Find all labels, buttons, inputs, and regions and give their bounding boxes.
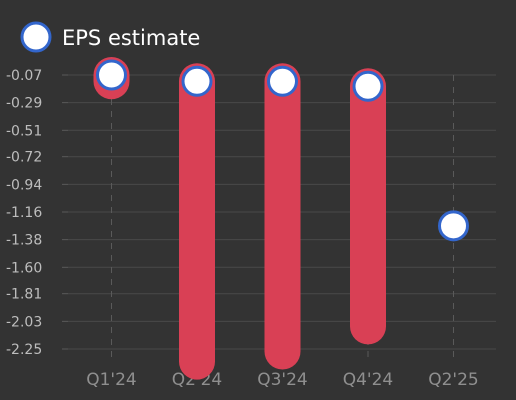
x-tick-label: Q4'24 <box>343 370 394 390</box>
eps-estimate-point[interactable] <box>438 210 469 242</box>
y-tick-label: -2.03 <box>6 314 42 330</box>
eps-estimate-point[interactable] <box>181 65 213 97</box>
y-tick-label: -1.38 <box>6 233 42 249</box>
x-tick-label: Q1'24 <box>86 370 137 390</box>
eps-estimate-point[interactable] <box>96 59 127 91</box>
legend[interactable]: EPS estimate <box>20 21 200 53</box>
eps-estimate-point[interactable] <box>352 70 384 102</box>
y-axis: -0.07 -0.29 -0.51 -0.72 -0.94 -1.16 -1.38 -1.60… <box>6 68 68 358</box>
y-tick-label: -0.94 <box>6 177 42 193</box>
x-tick-label: Q3'24 <box>257 370 308 390</box>
legend-marker-icon <box>20 21 52 53</box>
x-tick-label: Q2'25 <box>428 370 479 390</box>
legend-label: EPS estimate <box>62 26 200 50</box>
markers <box>96 59 469 242</box>
y-tick-label: -0.72 <box>6 150 42 166</box>
y-tick-label: -2.25 <box>6 342 42 358</box>
eps-estimate-point[interactable] <box>267 65 298 97</box>
bars <box>93 57 386 380</box>
y-tick-label: -0.07 <box>6 68 42 84</box>
x-tick-label: Q2'24 <box>172 370 223 390</box>
y-tick-label: -0.29 <box>6 96 42 112</box>
x-axis: Q1'24 Q2'24 Q3'24 Q4'24 Q2'25 <box>86 370 479 390</box>
y-tick-label: -1.81 <box>6 287 42 303</box>
y-tick-label: -1.16 <box>6 205 42 221</box>
y-tick-label: -1.60 <box>6 260 42 276</box>
y-tick-label: -0.51 <box>6 123 42 139</box>
